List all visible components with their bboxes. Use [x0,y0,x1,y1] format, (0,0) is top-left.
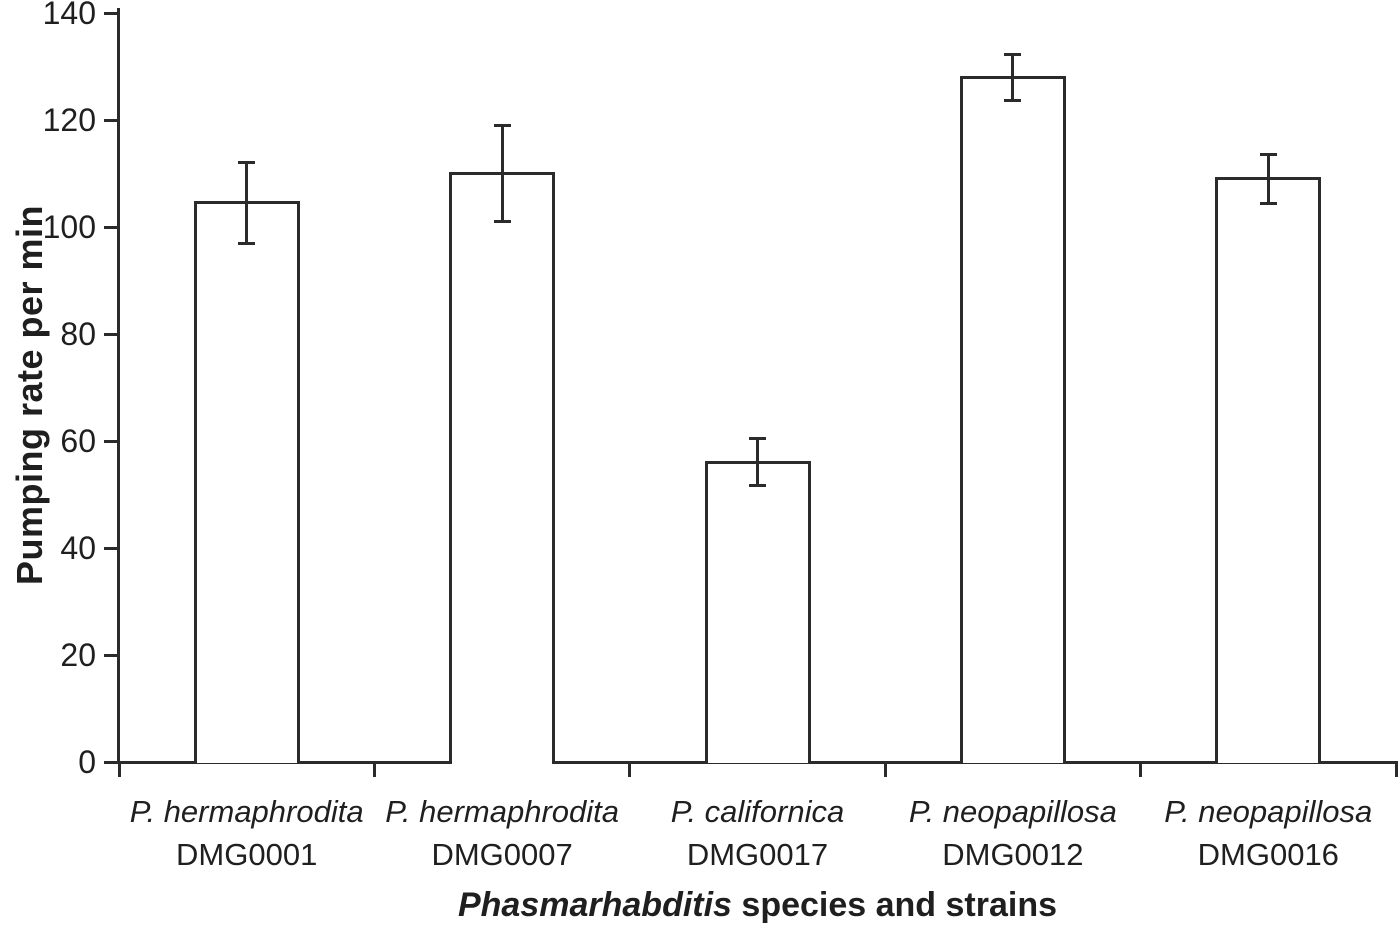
y-axis-tick-label: 120 [42,102,96,138]
x-category-strain: DMG0017 [686,837,829,872]
x-axis-tick [372,762,376,777]
y-axis-line [117,8,120,764]
y-axis-tick-label: 20 [60,637,96,673]
x-axis-tick [117,762,121,777]
error-bar-cap-top [1259,152,1277,156]
x-axis-tick [883,762,887,777]
error-bar-cap-top [1004,52,1022,56]
bar [193,201,300,764]
error-bar-cap-bottom [493,219,511,223]
x-category-label: P. hermaphrodita DMG0001 [117,790,377,876]
x-axis-tick [628,762,632,777]
x-category-label: P. hermaphrodita DMG0007 [372,790,632,876]
x-axis-title-rest: species and strains [731,886,1058,924]
error-bar-line [1011,54,1015,101]
x-category-label: P. californica DMG0017 [628,790,888,876]
y-axis-tick-label: 60 [60,423,96,459]
error-bar-cap-bottom [1259,201,1277,205]
y-axis-tick [104,225,117,229]
y-axis-tick-label: 140 [42,0,96,31]
error-bar-cap-top [238,160,256,164]
x-category-label: P. neopapillosa DMG0012 [883,790,1143,876]
error-bar-cap-bottom [1004,98,1022,102]
y-axis-tick [104,332,117,336]
x-axis-title-genus: Phasmarhabditis [457,886,732,924]
y-axis-tick [104,546,117,550]
bar [704,460,811,764]
y-axis-tick [104,653,117,657]
x-category-strain: DMG0012 [942,837,1084,872]
error-bar-cap-bottom [749,484,766,488]
error-bar-line [500,125,504,222]
y-axis-tick [104,118,117,122]
y-axis-tick [104,11,117,15]
x-category-species: P. neopapillosa [1164,794,1373,829]
error-bar-line [1266,154,1270,204]
error-bar-cap-top [493,124,511,128]
y-axis-tick [104,439,117,443]
error-bar-cap-bottom [238,242,256,246]
x-category-species: P. neopapillosa [908,794,1117,829]
y-axis-tick-label: 80 [60,316,96,352]
x-category-label: P. neopapillosa DMG0016 [1138,790,1398,876]
bar [449,172,556,764]
x-category-species: P. californica [670,794,845,829]
bar [959,75,1066,764]
y-axis-tick-label: 100 [42,209,96,245]
x-axis-tick [1394,762,1398,777]
error-bar-line [245,162,249,244]
x-category-strain: DMG0016 [1197,837,1339,872]
bar [1215,177,1322,764]
y-axis-tick-label: 0 [78,744,96,780]
x-axis-tick [1139,762,1143,777]
error-bar-line [756,438,759,486]
error-bar-cap-top [749,437,766,441]
x-category-species: P. hermaphrodita [129,794,364,829]
y-axis-tick-label: 40 [60,530,96,566]
x-category-strain: DMG0001 [176,837,318,872]
x-category-species: P. hermaphrodita [385,794,619,829]
x-category-strain: DMG0007 [431,837,573,872]
x-axis-title: Phasmarhabditis species and strains [119,886,1396,925]
y-axis-tick [104,760,117,764]
